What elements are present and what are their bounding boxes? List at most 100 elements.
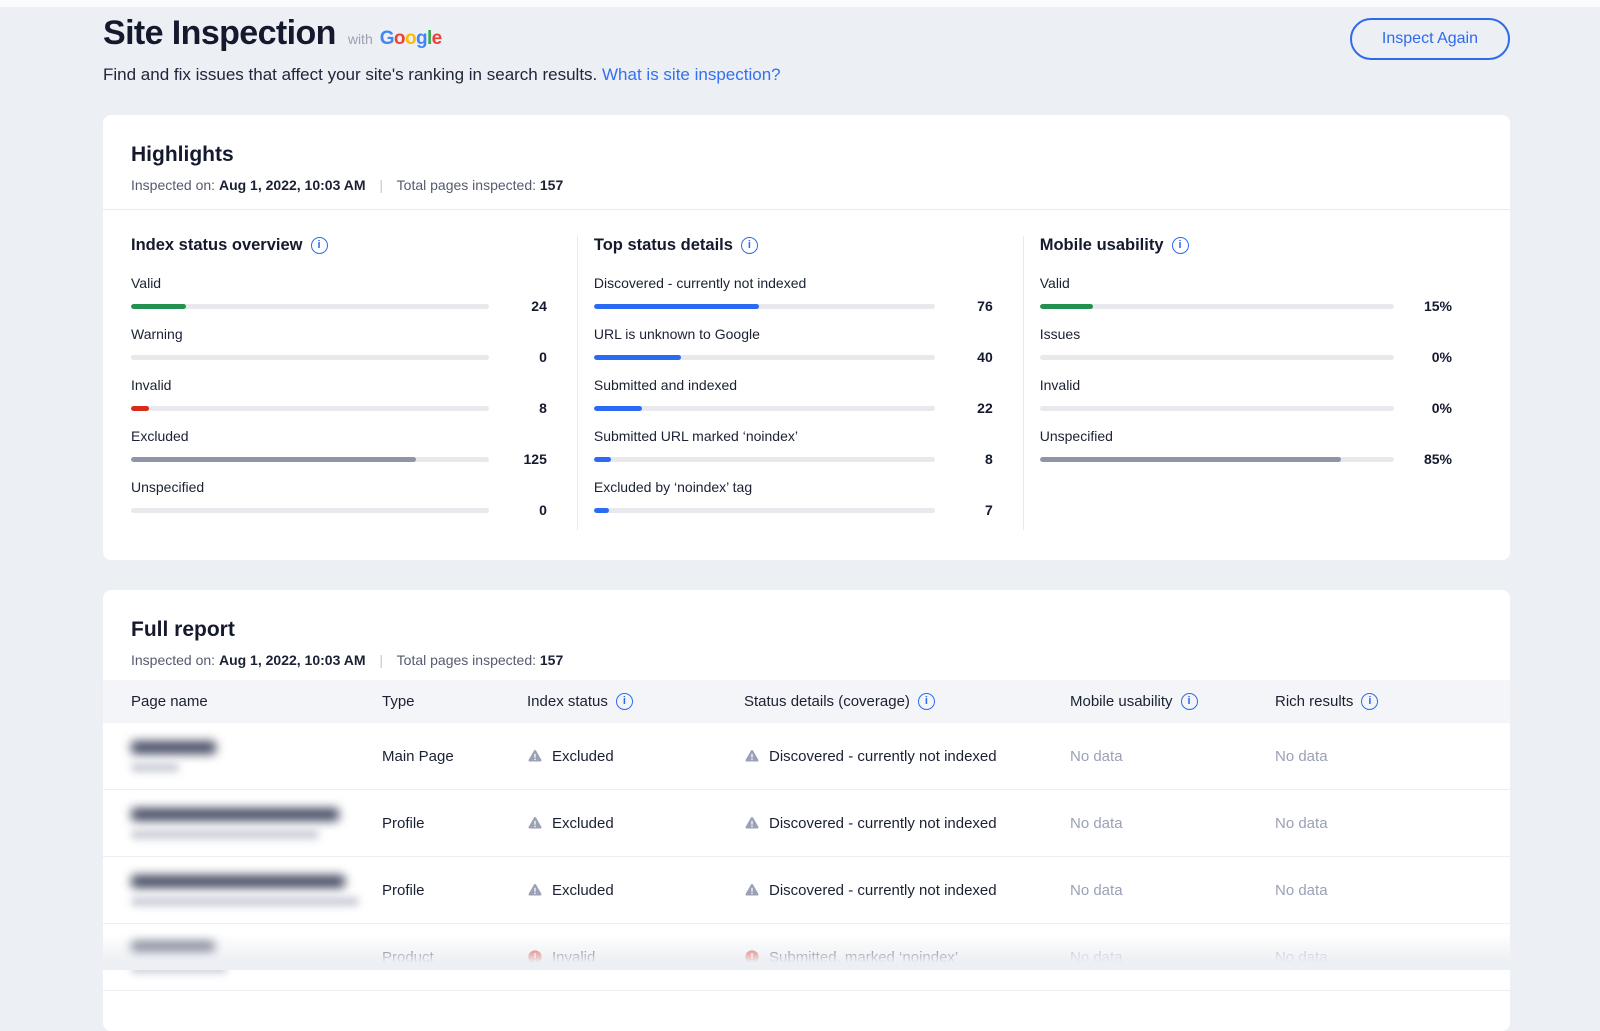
- report-table-body: Main Page Excluded Discovered - currentl…: [103, 723, 1510, 991]
- stat-bar-row: 8: [593, 451, 993, 467]
- stat-bar-row: 125: [131, 451, 547, 467]
- rich-results-cell: No data: [1275, 881, 1328, 899]
- info-icon[interactable]: i: [1361, 693, 1379, 710]
- highlight-column-1: Index status overview i Valid 24 Warning…: [131, 236, 577, 530]
- info-icon[interactable]: i: [740, 237, 758, 254]
- stat-bar-row: 40: [593, 349, 993, 365]
- full-report-card: Full report Inspected on: Aug 1, 2022, 1…: [103, 590, 1510, 1031]
- stat-bar-row: 76: [593, 298, 993, 314]
- page-title: Site Inspection: [103, 14, 336, 52]
- stat-bar-fill: [131, 456, 416, 462]
- column-header-rich-results: Rich results i: [1275, 693, 1510, 710]
- stat-bar-row: 0: [131, 502, 547, 518]
- stat-value: 8: [539, 400, 547, 416]
- status-details-cell: Discovered - currently not indexed: [744, 748, 1070, 765]
- stat-bar-track: [131, 303, 489, 309]
- stat-label: Excluded by ‘noindex’ tag: [593, 479, 753, 495]
- info-icon[interactable]: i: [1180, 693, 1198, 710]
- table-row[interactable]: Profile Excluded Discovered - currently …: [103, 857, 1510, 924]
- stat-bar-fill: [593, 456, 612, 462]
- stat-value: 24: [531, 298, 547, 314]
- stat-label: Discovered - currently not indexed: [593, 275, 807, 291]
- info-icon[interactable]: i: [917, 693, 935, 710]
- column-header-label: Index status: [527, 693, 608, 710]
- stat-value: 7: [984, 502, 993, 518]
- page-header-text: Site Inspection with Google Find and fix…: [103, 14, 781, 85]
- table-row[interactable]: Main Page Excluded Discovered - currentl…: [103, 723, 1510, 790]
- status-details-cell: Discovered - currently not indexed: [744, 882, 1070, 899]
- google-logo-letter: g: [415, 28, 428, 49]
- google-logo-letter: G: [379, 28, 395, 49]
- column-header-label: Type: [382, 693, 415, 710]
- column-header-label: Rich results: [1275, 693, 1354, 710]
- stat-label: Valid: [131, 275, 162, 291]
- status-details-text: Discovered - currently not indexed: [769, 814, 997, 832]
- stat-bar-row: 24: [131, 298, 547, 314]
- rich-results-cell: No data: [1275, 814, 1328, 832]
- top-strip: [0, 0, 1600, 7]
- stat-row: Excluded 125: [131, 428, 547, 467]
- status-details-cell: Submitted, marked ‘noindex’: [744, 949, 1070, 966]
- highlight-column-title: Top status details i: [594, 236, 993, 255]
- page-type-cell: Profile: [382, 881, 425, 899]
- stat-value: 0%: [1431, 400, 1452, 416]
- table-row[interactable]: Product Invalid Submitted, marked ‘noind…: [103, 924, 1510, 991]
- what-is-site-inspection-link[interactable]: What is site inspection?: [602, 65, 781, 84]
- page-header: Site Inspection with Google Find and fix…: [103, 14, 1510, 85]
- inspect-again-button[interactable]: Inspect Again: [1349, 18, 1510, 60]
- redacted-name-block: [131, 807, 339, 839]
- stat-value: 0: [539, 349, 547, 365]
- status-details-text: Discovered - currently not indexed: [769, 881, 997, 899]
- inspected-on-value: Aug 1, 2022, 10:03 AM: [218, 652, 366, 668]
- stat-row: Warning 0: [131, 326, 547, 365]
- index-status-text: Excluded: [552, 881, 614, 899]
- highlight-column-2: Top status details i Discovered - curren…: [576, 236, 1023, 530]
- google-logo-letter: o: [393, 28, 406, 49]
- inspected-on-label: Inspected on:: [131, 177, 216, 193]
- redacted-url-line: [131, 896, 359, 906]
- stat-bar-row: 7: [593, 502, 993, 518]
- table-row[interactable]: Profile Excluded Discovered - currently …: [103, 790, 1510, 857]
- rich-results-cell: No data: [1275, 747, 1328, 765]
- info-icon[interactable]: i: [1171, 237, 1189, 254]
- stat-label: Invalid: [1039, 377, 1081, 393]
- full-report-card-head: Full report Inspected on: Aug 1, 2022, 1…: [103, 590, 1510, 668]
- redacted-name-block: [131, 941, 227, 973]
- highlights-grid: Index status overview i Valid 24 Warning…: [103, 210, 1510, 560]
- mobile-usability-cell: No data: [1070, 747, 1123, 765]
- index-status-cell: Excluded: [527, 882, 744, 899]
- column-header-label: Mobile usability: [1070, 693, 1173, 710]
- info-icon[interactable]: i: [310, 237, 328, 254]
- full-report-title: Full report: [131, 618, 235, 641]
- inspected-on-label: Inspected on:: [131, 652, 216, 668]
- warning-triangle-icon: [527, 748, 543, 764]
- page-type-cell: Profile: [382, 814, 425, 832]
- redacted-url-line: [131, 762, 179, 772]
- info-icon[interactable]: i: [615, 693, 633, 710]
- highlight-column-title-text: Mobile usability: [1039, 236, 1164, 254]
- stat-bar-fill: [593, 405, 642, 411]
- index-status-text: Excluded: [552, 747, 614, 765]
- page-type-cell: Main Page: [382, 747, 454, 765]
- redacted-name-block: [131, 874, 359, 906]
- title-line: Site Inspection with Google: [103, 14, 781, 53]
- mobile-usability-cell: No data: [1070, 881, 1123, 899]
- stat-bar-track: [593, 507, 935, 513]
- stat-label: Excluded: [131, 428, 189, 444]
- stat-row: Valid 24: [131, 275, 547, 314]
- stat-row: Unspecified 85%: [1039, 428, 1452, 467]
- highlights-card-head: Highlights Inspected on: Aug 1, 2022, 10…: [103, 115, 1510, 209]
- highlights-meta: Inspected on: Aug 1, 2022, 10:03 AM | To…: [131, 177, 1482, 193]
- redacted-name-line: [131, 874, 345, 888]
- stat-label: Invalid: [131, 377, 172, 393]
- highlight-column-title-text: Index status overview: [131, 236, 303, 254]
- mobile-usability-cell: No data: [1070, 814, 1123, 832]
- stat-value: 76: [977, 298, 993, 314]
- stat-row: Invalid 8: [131, 377, 547, 416]
- index-status-text: Excluded: [552, 814, 614, 832]
- index-status-cell: Invalid: [527, 949, 744, 966]
- stat-bar-row: 15%: [1039, 298, 1452, 314]
- redacted-url-line: [131, 829, 319, 839]
- highlight-column-3: Mobile usability i Valid 15% Issues 0% I…: [1022, 236, 1482, 530]
- stat-bar-track: [1039, 354, 1394, 360]
